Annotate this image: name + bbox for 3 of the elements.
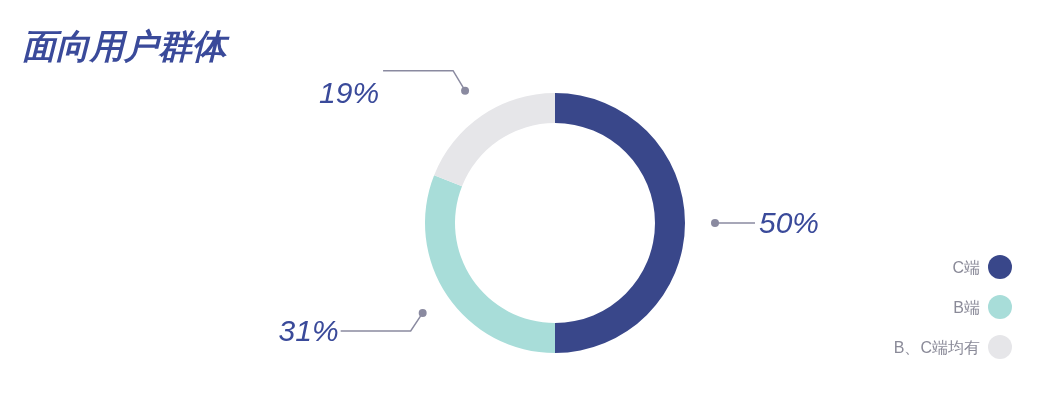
legend-label: B端 — [953, 299, 980, 316]
legend-label: C端 — [952, 259, 980, 276]
legend-label: B、C端均有 — [893, 339, 980, 356]
